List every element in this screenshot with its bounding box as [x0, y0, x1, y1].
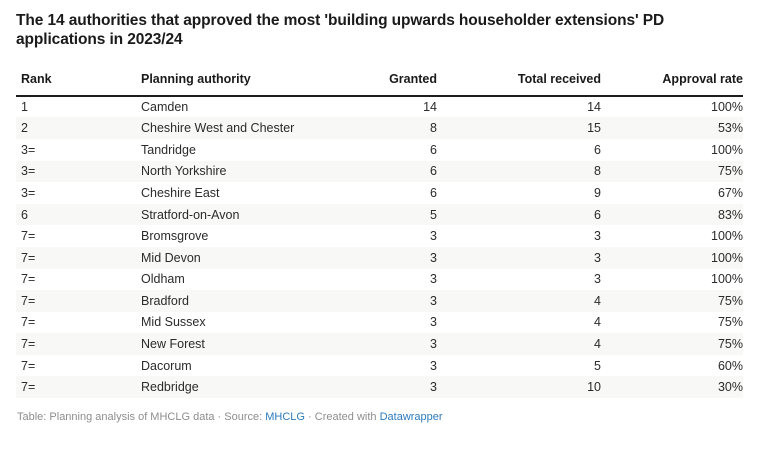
- table-row: 7= Redbridge 3 10 30%: [16, 376, 743, 399]
- cell-rank: 7=: [21, 380, 36, 395]
- cell-granted: 3: [430, 229, 437, 244]
- table-row: 6 Stratford-on-Avon 5 6 83%: [16, 203, 743, 226]
- footer-credit-text: · Created with: [304, 411, 380, 424]
- cell-total: 5: [594, 358, 601, 373]
- cell-total: 6: [594, 207, 601, 222]
- column-header-total: Total received: [437, 49, 601, 97]
- table-row: 3= North Yorkshire 6 8 75%: [16, 160, 743, 183]
- cell-rank: 6: [21, 207, 28, 222]
- cell-authority: Mid Devon: [141, 250, 201, 265]
- cell-granted: 3: [430, 250, 437, 265]
- cell-authority: Mid Sussex: [141, 315, 206, 330]
- cell-granted: 14: [423, 100, 437, 115]
- cell-total: 10: [587, 380, 601, 395]
- cell-total: 14: [587, 100, 601, 115]
- source-link[interactable]: MHCLG: [265, 411, 305, 424]
- cell-total: 9: [594, 185, 601, 200]
- cell-rate: 75%: [717, 315, 743, 330]
- cell-total: 4: [594, 315, 601, 330]
- cell-authority: Redbridge: [141, 380, 199, 395]
- cell-authority: New Forest: [141, 337, 205, 352]
- table-row: 7= Bradford 3 4 75%: [16, 290, 743, 312]
- cell-rate: 100%: [711, 142, 743, 157]
- cell-total: 15: [587, 121, 601, 136]
- cell-granted: 6: [430, 142, 437, 157]
- cell-rate: 67%: [717, 185, 743, 200]
- footer-source-text: Table: Planning analysis of MHCLG data ·…: [17, 411, 266, 424]
- cell-rank: 3=: [21, 185, 36, 200]
- cell-granted: 3: [430, 272, 437, 287]
- table-header-row: Rank Planning authority Granted Total re…: [16, 49, 743, 97]
- cell-granted: 3: [430, 380, 437, 395]
- cell-rate: 100%: [711, 272, 743, 287]
- cell-total: 3: [594, 250, 601, 265]
- cell-rate: 75%: [717, 164, 743, 179]
- cell-rate: 100%: [711, 100, 743, 115]
- cell-total: 4: [594, 293, 601, 308]
- cell-rate: 30%: [717, 380, 743, 395]
- cell-rank: 7=: [21, 272, 36, 287]
- cell-rank: 7=: [21, 337, 36, 352]
- cell-authority: Tandridge: [141, 142, 196, 157]
- table-row: 7= Mid Sussex 3 4 75%: [16, 312, 743, 334]
- column-header-rank: Rank: [16, 49, 141, 97]
- table-row: 2 Cheshire West and Chester 8 15 53%: [16, 117, 743, 139]
- cell-rank: 7=: [21, 250, 36, 265]
- cell-rate: 75%: [717, 293, 743, 308]
- cell-rank: 7=: [21, 315, 36, 330]
- cell-granted: 6: [430, 185, 437, 200]
- cell-authority: North Yorkshire: [141, 164, 227, 179]
- cell-total: 3: [594, 272, 601, 287]
- cell-authority: Bromsgrove: [141, 229, 209, 244]
- cell-authority: Cheshire West and Chester: [141, 121, 295, 136]
- table-row: 3= Tandridge 6 6 100%: [16, 139, 743, 161]
- cell-total: 3: [594, 229, 601, 244]
- cell-granted: 6: [430, 164, 437, 179]
- cell-authority: Oldham: [141, 272, 185, 287]
- attribution-footer: Table: Planning analysis of MHCLG data ·…: [16, 411, 743, 423]
- cell-rank: 7=: [21, 229, 36, 244]
- cell-granted: 8: [430, 121, 437, 136]
- cell-rate: 75%: [717, 337, 743, 352]
- cell-authority: Bradford: [141, 293, 189, 308]
- cell-total: 8: [594, 164, 601, 179]
- cell-rank: 2: [21, 121, 28, 136]
- cell-granted: 3: [430, 337, 437, 352]
- cell-rate: 100%: [711, 229, 743, 244]
- cell-rank: 3=: [21, 164, 36, 179]
- data-table: Rank Planning authority Granted Total re…: [16, 49, 743, 399]
- cell-authority: Camden: [141, 100, 189, 115]
- column-header-rate: Approval rate: [601, 49, 743, 97]
- table-row: 7= Oldham 3 3 100%: [16, 269, 743, 291]
- cell-rank: 3=: [21, 142, 36, 157]
- table-row: 1 Camden 14 14 100%: [16, 96, 743, 118]
- cell-granted: 5: [430, 207, 437, 222]
- cell-granted: 3: [430, 293, 437, 308]
- cell-rate: 60%: [717, 358, 743, 373]
- cell-granted: 3: [430, 358, 437, 373]
- column-header-authority: Planning authority: [141, 49, 322, 97]
- table-row: 3= Cheshire East 6 9 67%: [16, 182, 743, 204]
- cell-authority: Cheshire East: [141, 185, 220, 200]
- cell-rate: 100%: [711, 250, 743, 265]
- table-row: 7= Dacorum 3 5 60%: [16, 355, 743, 377]
- cell-rate: 53%: [717, 121, 743, 136]
- column-header-granted: Granted: [322, 49, 437, 97]
- cell-authority: Dacorum: [141, 358, 192, 373]
- cell-authority: Stratford-on-Avon: [141, 207, 240, 222]
- cell-total: 4: [594, 337, 601, 352]
- cell-total: 6: [594, 142, 601, 157]
- cell-granted: 3: [430, 315, 437, 330]
- cell-rank: 7=: [21, 293, 36, 308]
- datawrapper-credit-link[interactable]: Datawrapper: [379, 411, 443, 424]
- cell-rate: 83%: [717, 207, 743, 222]
- cell-rank: 1: [21, 100, 28, 115]
- table-row: 7= Mid Devon 3 3 100%: [16, 246, 743, 269]
- cell-rank: 7=: [21, 358, 36, 373]
- table-row: 7= New Forest 3 4 75%: [16, 333, 743, 355]
- page-title: The 14 authorities that approved the mos…: [16, 12, 665, 49]
- chart-container: The 14 authorities that approved the mos…: [16, 12, 743, 423]
- table-row: 7= Bromsgrove 3 3 100%: [16, 225, 743, 247]
